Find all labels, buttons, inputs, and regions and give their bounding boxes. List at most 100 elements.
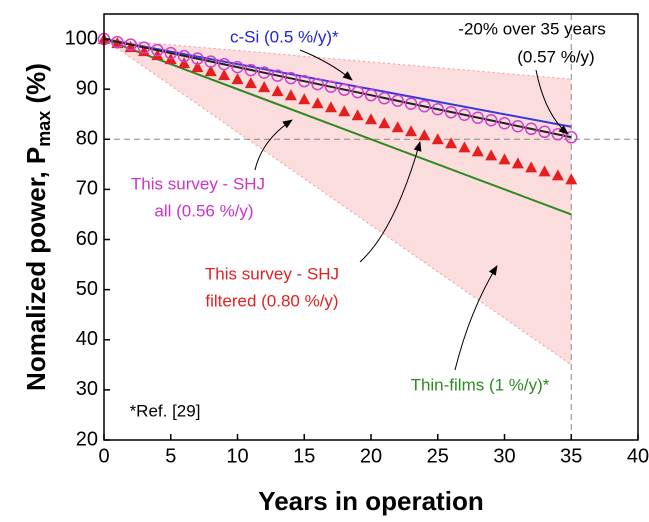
triangle-marker: [258, 81, 271, 93]
circle-marker: [284, 71, 298, 85]
triangle-marker: [218, 69, 231, 81]
triangle-marker: [191, 61, 204, 73]
triangle-marker: [525, 161, 538, 173]
y-tick-label: 60: [76, 228, 98, 250]
x-tick-label: 25: [427, 445, 449, 467]
circle-marker: [351, 85, 364, 99]
triangle-marker: [538, 165, 551, 177]
circle-marker: [231, 60, 244, 74]
y-axis-title-main: Nomalized power, P: [21, 147, 51, 391]
circle-marker: [431, 102, 444, 116]
x-tick-label: 30: [493, 445, 515, 467]
triangle-marker: [378, 117, 391, 129]
circle-marker: [565, 131, 578, 144]
circle-marker: [151, 43, 164, 57]
annotation: This survey - SHJ: [131, 174, 265, 193]
triangle-marker: [178, 57, 191, 69]
circle-marker: [378, 91, 391, 105]
circle-marker: [124, 38, 137, 51]
triangle-marker: [351, 109, 364, 121]
arrow: [254, 119, 293, 171]
arrow: [299, 49, 353, 81]
circle-marker: [204, 55, 218, 68]
x-axis-title: Years in operation: [258, 486, 483, 516]
arrow: [359, 141, 422, 263]
series-line: [103, 38, 572, 216]
triangle-marker: [365, 113, 377, 125]
triangle-marker: [498, 153, 511, 165]
triangle-marker: [138, 45, 151, 57]
triangle-marker: [431, 133, 444, 145]
annotation: Thin-films (1 %/y)*: [411, 375, 550, 394]
arrow: [454, 265, 498, 371]
y-tick-label: 80: [76, 128, 98, 150]
triangle-marker: [338, 105, 351, 117]
triangle-marker: [511, 157, 524, 169]
annotation: all (0.56 %/y): [154, 201, 253, 220]
circle-marker: [418, 99, 431, 113]
y-axis-title-suffix: (%): [21, 63, 51, 111]
circle-marker: [217, 57, 231, 71]
triangle-marker: [231, 73, 244, 85]
annotation: (0.57 %/y): [517, 47, 594, 66]
triangle-marker: [284, 89, 297, 101]
y-tick-label: 100: [65, 27, 98, 49]
triangle-marker: [244, 77, 257, 89]
annotation: c-Si (0.5 %/y)*: [230, 27, 339, 46]
triangle-marker: [418, 129, 431, 141]
x-tick-label: 20: [360, 445, 382, 467]
arrow: [535, 69, 569, 135]
circle-marker: [538, 125, 551, 139]
triangle-marker: [391, 121, 404, 133]
triangle-marker: [324, 101, 337, 113]
series-line: [103, 38, 572, 139]
annotation: -20% over 35 years: [458, 19, 605, 38]
circle-marker: [164, 46, 177, 60]
range-upper: [103, 38, 572, 80]
circle-marker: [338, 83, 351, 96]
x-tick-label: 35: [560, 445, 582, 467]
circle-marker: [244, 63, 258, 77]
circle-marker: [191, 52, 204, 65]
triangle-marker: [311, 97, 324, 109]
y-tick-label: 40: [76, 328, 98, 350]
y-axis-title: Nomalized power, Pmax (%): [21, 63, 54, 391]
triangle-marker: [445, 137, 458, 149]
x-tick-label: 10: [226, 445, 248, 467]
y-axis-title-sub: max: [34, 111, 54, 147]
y-tick-label: 30: [76, 378, 98, 400]
circle-marker: [404, 97, 418, 110]
y-tick-label: 50: [76, 278, 98, 300]
triangle-marker: [271, 85, 284, 97]
circle-marker: [471, 111, 485, 124]
circle-marker: [111, 35, 124, 49]
y-tick-label: 90: [76, 77, 98, 99]
triangle-marker: [565, 173, 578, 185]
x-tick-label: 40: [627, 445, 649, 467]
circle-marker: [524, 122, 538, 136]
circle-marker: [137, 41, 151, 54]
x-tick-label: 5: [165, 445, 176, 467]
circle-marker: [271, 69, 284, 82]
circle-marker: [177, 49, 191, 63]
triangle-marker: [298, 93, 311, 105]
circle-marker: [391, 94, 404, 107]
circle-marker: [498, 117, 511, 130]
y-tick-label: 70: [76, 178, 98, 200]
circle-marker: [511, 120, 525, 133]
circle-marker: [324, 80, 338, 93]
circle-marker: [311, 77, 324, 91]
annotation: This survey - SHJ: [205, 264, 339, 283]
circle-marker: [257, 66, 271, 79]
triangle-marker: [458, 141, 471, 153]
annotation: filtered (0.80 %/y): [205, 291, 338, 310]
x-tick-label: 15: [293, 445, 315, 467]
triangle-marker: [151, 49, 164, 61]
circle-marker: [364, 88, 378, 102]
circle-marker: [298, 74, 311, 88]
x-tick-label: 0: [98, 445, 109, 467]
triangle-marker: [471, 145, 484, 157]
triangle-marker: [405, 125, 418, 137]
shaded-range: [104, 39, 572, 365]
